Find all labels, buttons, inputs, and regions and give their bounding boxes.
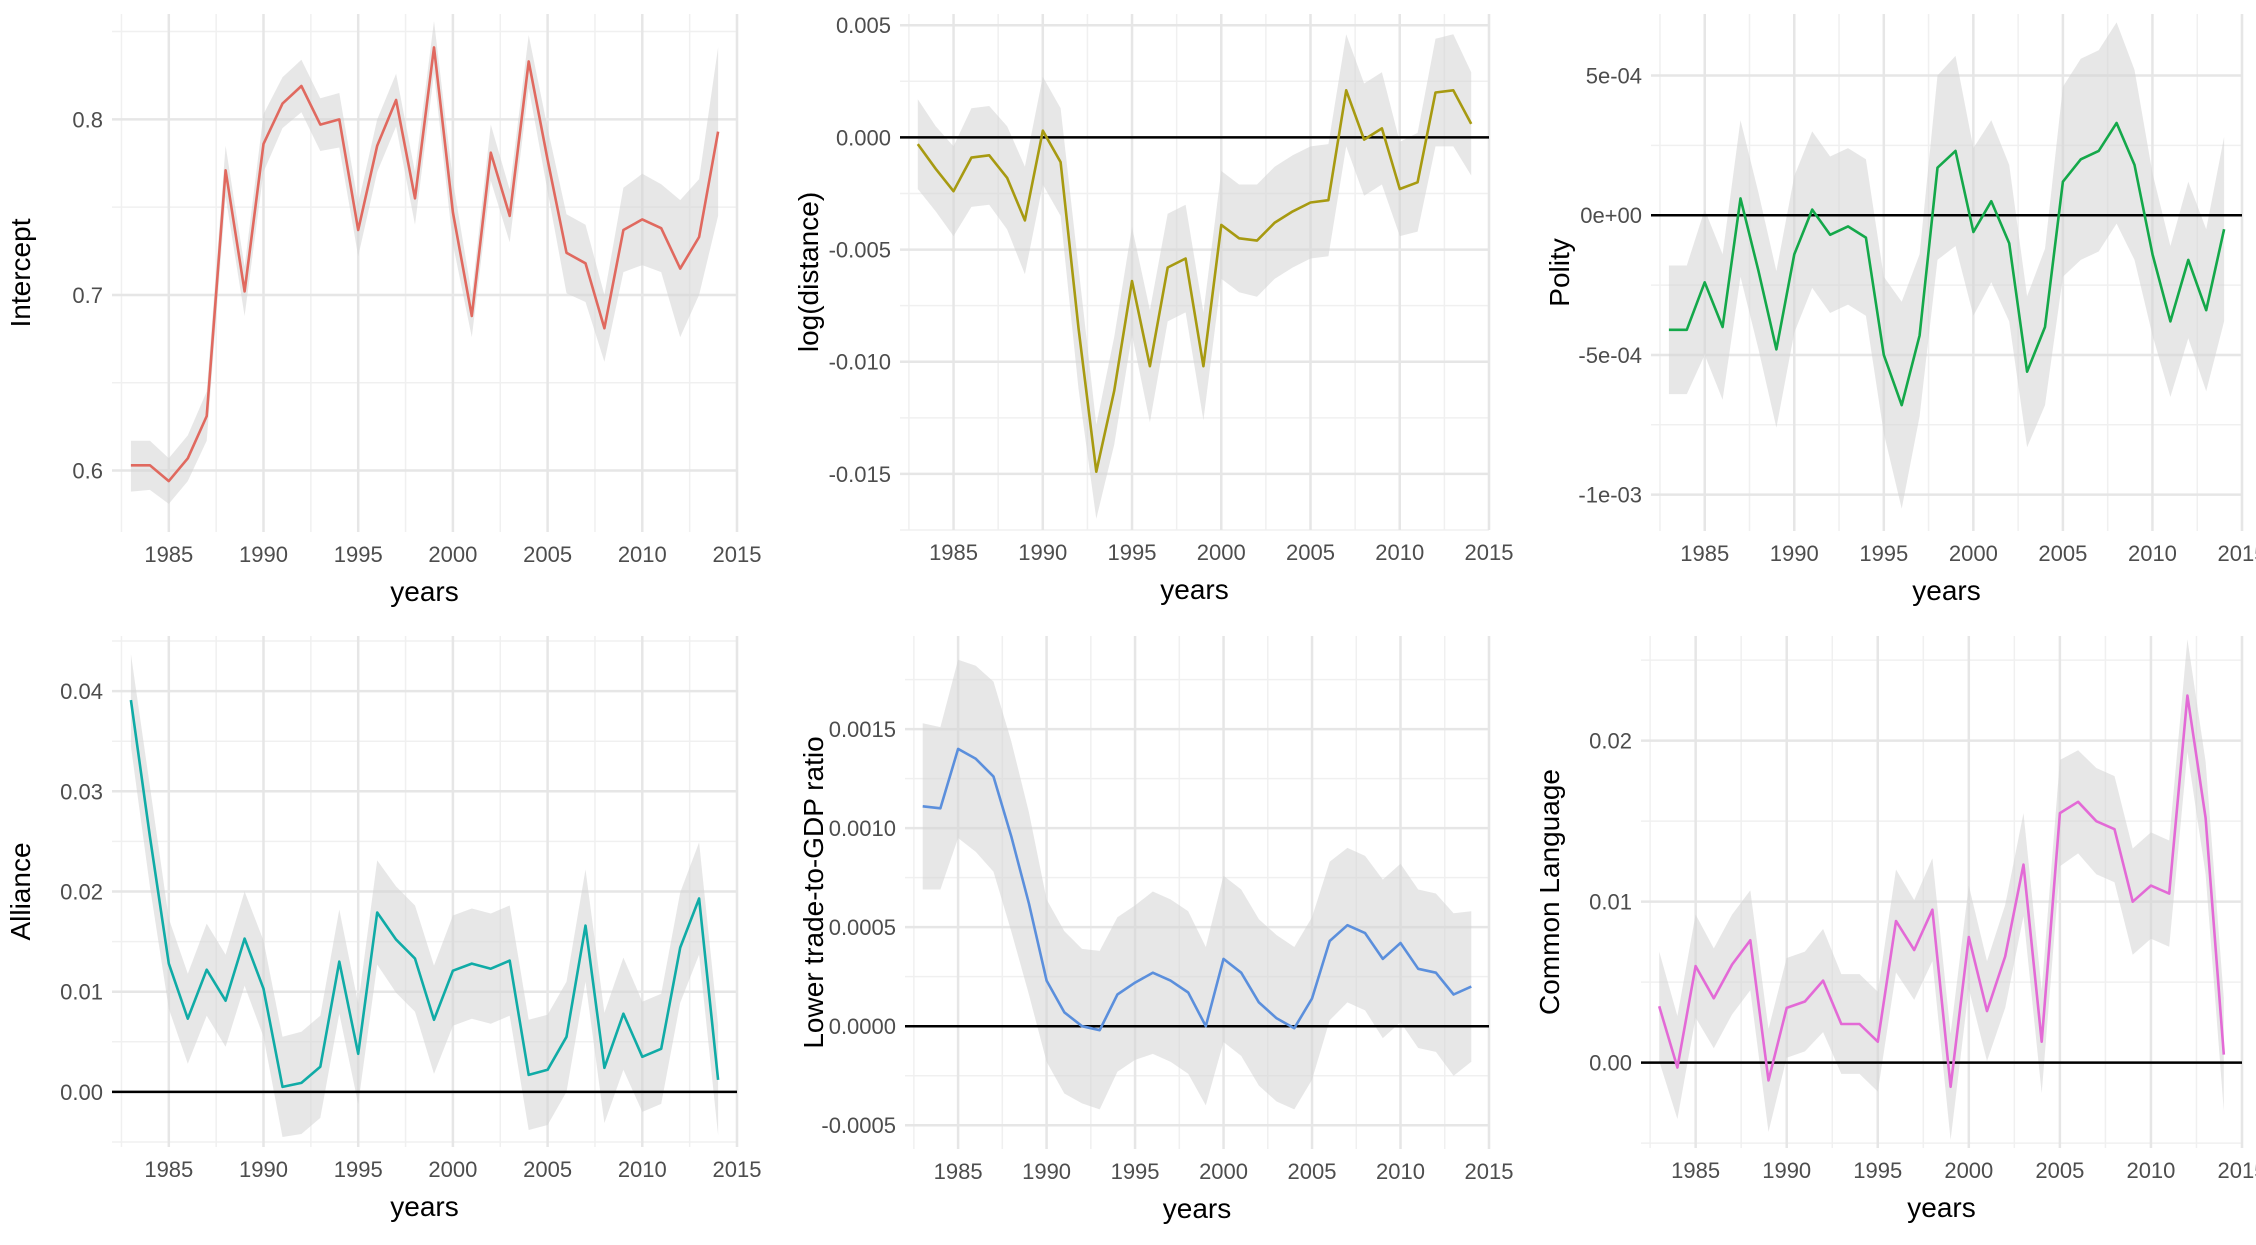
x-axis-title: years bbox=[390, 1191, 458, 1222]
y-tick-label: 0.01 bbox=[60, 980, 103, 1005]
x-tick-label: 1995 bbox=[1111, 1159, 1160, 1184]
x-tick-label: 1990 bbox=[1018, 540, 1067, 565]
x-tick-label: 1995 bbox=[334, 542, 383, 567]
y-tick-label: 0.6 bbox=[72, 459, 103, 484]
x-tick-label: 1990 bbox=[239, 542, 288, 567]
confidence-band bbox=[922, 659, 1472, 1110]
y-tick-label: -0.010 bbox=[829, 350, 891, 375]
y-tick-label: 0e+00 bbox=[1580, 203, 1642, 228]
y-tick-label: 0.03 bbox=[60, 779, 103, 804]
x-tick-label: 2010 bbox=[2128, 541, 2177, 566]
x-tick-label: 1995 bbox=[1853, 1158, 1902, 1183]
y-tick-label: 0.0015 bbox=[829, 717, 896, 742]
panel-1: 1985 1990 1995 2000 2005 2010 2015 0.6 0.7 0.8 yea… bbox=[5, 14, 761, 607]
x-tick-label: 1985 bbox=[144, 1157, 193, 1182]
y-tick-label: 0.005 bbox=[836, 13, 891, 38]
y-tick-label: 5e-04 bbox=[1586, 63, 1642, 88]
y-tick-label: 0.0000 bbox=[829, 1014, 896, 1039]
series-line bbox=[1668, 121, 2226, 407]
x-tick-label: 1995 bbox=[334, 1157, 383, 1182]
x-tick-label: 2005 bbox=[523, 542, 572, 567]
x-tick-label: 1985 bbox=[1680, 541, 1729, 566]
y-tick-label: 0.00 bbox=[60, 1080, 103, 1105]
x-tick-label: 2005 bbox=[2038, 541, 2087, 566]
x-tick-label: 2015 bbox=[1465, 1159, 1514, 1184]
x-tick-label: 2010 bbox=[2126, 1158, 2175, 1183]
y-tick-label: 0.7 bbox=[72, 283, 103, 308]
y-tick-label: 0.8 bbox=[72, 107, 103, 132]
x-tick-label: 2010 bbox=[1376, 1159, 1425, 1184]
y-tick-label: 0.0005 bbox=[829, 915, 896, 940]
x-tick-label: 2000 bbox=[1199, 1159, 1248, 1184]
series-line bbox=[916, 89, 1473, 474]
y-axis-title: log(distance) bbox=[793, 192, 824, 352]
y-axis-title: Alliance bbox=[5, 842, 36, 940]
y-axis-title: Polity bbox=[1544, 238, 1575, 306]
x-tick-label: 1995 bbox=[1108, 540, 1157, 565]
series-line bbox=[922, 747, 1472, 1032]
x-tick-label: 2005 bbox=[2035, 1158, 2084, 1183]
y-tick-label: 0.02 bbox=[1589, 729, 1632, 754]
panel-3: 1985 1990 1995 2000 2005 2010 2015 -1e-03 -5e-04… bbox=[1544, 14, 2256, 606]
panel-2: 1985 1990 1995 2000 2005 2010 2015 -0.015 -0.010… bbox=[793, 13, 1513, 605]
panel-4: 1985 1990 1995 2000 2005 2010 2015 0.00 0.01 0.02… bbox=[5, 636, 761, 1222]
y-axis-title: Lower trade-to-GDP ratio bbox=[798, 736, 829, 1048]
x-tick-label: 2000 bbox=[1944, 1158, 1993, 1183]
panel-5: 1985 1990 1995 2000 2005 2010 2015 -0.0005 0.000… bbox=[798, 636, 1513, 1224]
confidence-band bbox=[1659, 639, 2224, 1140]
y-axis-title: Intercept bbox=[5, 218, 36, 327]
x-axis-title: years bbox=[1163, 1193, 1231, 1224]
series-line bbox=[129, 699, 720, 1089]
x-tick-label: 2010 bbox=[618, 1157, 667, 1182]
x-axis-title: years bbox=[390, 576, 458, 607]
x-tick-label: 2015 bbox=[1465, 540, 1514, 565]
y-tick-label: -1e-03 bbox=[1578, 483, 1642, 508]
y-tick-label: 0.000 bbox=[836, 125, 891, 150]
x-axis-title: years bbox=[1912, 575, 1980, 606]
x-tick-label: 2015 bbox=[2218, 1158, 2256, 1183]
x-tick-label: 1985 bbox=[929, 540, 978, 565]
x-tick-label: 2005 bbox=[1288, 1159, 1337, 1184]
x-tick-label: 2015 bbox=[713, 542, 762, 567]
x-tick-label: 2005 bbox=[523, 1157, 572, 1182]
y-tick-label: -0.005 bbox=[829, 238, 891, 263]
x-tick-label: 2015 bbox=[713, 1157, 762, 1182]
series-line bbox=[1657, 694, 2226, 1089]
y-tick-label: -5e-04 bbox=[1578, 343, 1642, 368]
confidence-band bbox=[1668, 22, 2225, 509]
x-tick-label: 1985 bbox=[144, 542, 193, 567]
x-tick-label: 1995 bbox=[1859, 541, 1908, 566]
x-tick-label: 1990 bbox=[1762, 1158, 1811, 1183]
x-tick-label: 2010 bbox=[1375, 540, 1424, 565]
x-tick-label: 2000 bbox=[1197, 540, 1246, 565]
x-tick-label: 2010 bbox=[618, 542, 667, 567]
x-axis-title: years bbox=[1160, 574, 1228, 605]
series-line bbox=[130, 46, 720, 483]
x-axis-title: years bbox=[1907, 1192, 1975, 1223]
x-tick-label: 2000 bbox=[428, 542, 477, 567]
panel-6: 1985 1990 1995 2000 2005 2010 2015 0.00 0.01 0.02… bbox=[1534, 636, 2256, 1223]
x-tick-label: 1990 bbox=[239, 1157, 288, 1182]
y-axis-title: Common Language bbox=[1534, 769, 1565, 1015]
x-tick-label: 2015 bbox=[2218, 541, 2256, 566]
y-tick-label: 0.01 bbox=[1589, 890, 1632, 915]
y-tick-label: 0.00 bbox=[1589, 1051, 1632, 1076]
y-tick-label: -0.0005 bbox=[821, 1113, 896, 1138]
y-tick-label: 0.0010 bbox=[829, 816, 896, 841]
x-tick-label: 1990 bbox=[1770, 541, 1819, 566]
y-tick-label: -0.015 bbox=[829, 462, 891, 487]
x-tick-label: 2000 bbox=[1949, 541, 1998, 566]
y-tick-label: 0.04 bbox=[60, 679, 103, 704]
x-tick-label: 1985 bbox=[1671, 1158, 1720, 1183]
x-tick-label: 1990 bbox=[1022, 1159, 1071, 1184]
x-tick-label: 1985 bbox=[934, 1159, 983, 1184]
y-tick-label: 0.02 bbox=[60, 880, 103, 905]
x-tick-label: 2000 bbox=[428, 1157, 477, 1182]
x-tick-label: 2005 bbox=[1286, 540, 1335, 565]
